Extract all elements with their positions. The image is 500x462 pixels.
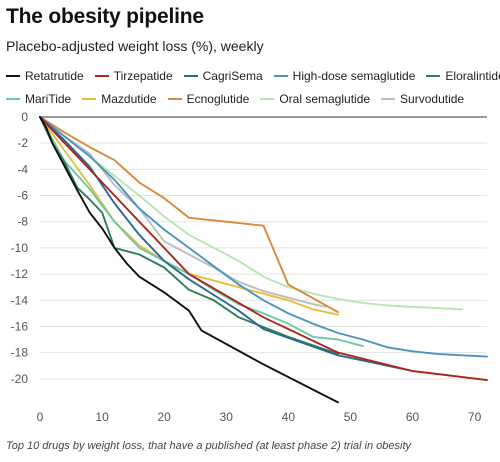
legend-item: Survodutide: [381, 92, 464, 106]
legend-swatch: [167, 98, 182, 100]
legend-item: Ecnoglutide: [167, 92, 250, 106]
x-tick-label: 0: [37, 410, 44, 424]
y-tick-label: -16: [11, 319, 29, 333]
y-tick-label: -14: [11, 293, 29, 307]
legend-row: MariTide Mazdutide Ecnoglutide Oral semaglu…: [6, 90, 494, 108]
series-line-maritide: [39, 116, 364, 348]
y-tick-label: -2: [17, 136, 28, 150]
legend-swatch: [6, 98, 20, 100]
x-tick-label: 60: [406, 410, 420, 424]
series-line-high-dose-semaglutide: [39, 116, 488, 358]
chart-subtitle: Placebo-adjusted weight loss (%), weekly: [6, 38, 264, 54]
chart-title: The obesity pipeline: [6, 5, 204, 28]
series-line-survodutide: [39, 116, 327, 308]
legend-label: Retatrutide: [25, 69, 84, 83]
y-tick-label: -4: [17, 162, 28, 176]
x-tick-label: 10: [95, 410, 109, 424]
legend-label: Mazdutide: [101, 92, 157, 106]
y-tick-label: -20: [11, 372, 29, 386]
legend-label: Tirzepatide: [113, 69, 173, 83]
series-line-cagrisema: [39, 116, 414, 372]
chart-legend: Retatrutide Tirzepatide CagriSema High-dose…: [6, 67, 500, 113]
x-tick-label: 40: [282, 410, 296, 424]
legend-item: Mazdutide: [82, 92, 157, 106]
x-tick-label: 30: [220, 410, 234, 424]
legend-item: High-dose semaglutide: [273, 69, 416, 83]
legend-label: Ecnoglutide: [186, 92, 250, 106]
legend-swatch: [426, 75, 441, 77]
x-tick-label: 20: [157, 410, 171, 424]
legend-swatch: [82, 98, 97, 100]
y-tick-label: -12: [11, 267, 29, 281]
x-tick-label: 50: [344, 410, 358, 424]
y-tick-label: -10: [11, 241, 29, 255]
legend-item: Oral semaglutide: [260, 92, 370, 106]
legend-item: Retatrutide: [6, 69, 84, 83]
legend-item: Eloralintide: [426, 69, 500, 83]
series-line-oral-semaglutide: [39, 116, 464, 311]
legend-swatch: [183, 75, 198, 77]
legend-swatch: [273, 75, 288, 77]
x-tick-label: 70: [468, 410, 482, 424]
legend-label: CagriSema: [202, 69, 263, 83]
y-tick-label: -8: [17, 215, 28, 229]
y-tick-label: -18: [11, 346, 29, 360]
chart-caption: Top 10 drugs by weight loss, that have a…: [6, 440, 412, 452]
legend-label: Survodutide: [400, 92, 465, 106]
legend-swatch: [94, 75, 109, 77]
legend-label: MariTide: [25, 92, 72, 106]
legend-item: MariTide: [6, 92, 71, 106]
y-tick-label: -6: [17, 189, 28, 203]
series-line-ecnoglutide: [39, 116, 339, 314]
legend-label: Eloralintide: [445, 69, 500, 83]
legend-swatch: [381, 98, 396, 100]
legend-item: Tirzepatide: [94, 69, 173, 83]
series-line-retatrutide: [39, 116, 339, 404]
legend-swatch: [260, 98, 275, 100]
series-line-eloralintide: [39, 116, 339, 355]
series-line-mazdutide: [39, 116, 339, 316]
y-tick-label: 0: [21, 110, 28, 124]
legend-label: High-dose semaglutide: [292, 69, 416, 83]
legend-row: Retatrutide Tirzepatide CagriSema High-dose…: [6, 67, 500, 85]
legend-swatch: [6, 75, 20, 77]
legend-item: CagriSema: [183, 69, 263, 83]
series-line-tirzepatide: [39, 116, 488, 382]
legend-label: Oral semaglutide: [279, 92, 371, 106]
